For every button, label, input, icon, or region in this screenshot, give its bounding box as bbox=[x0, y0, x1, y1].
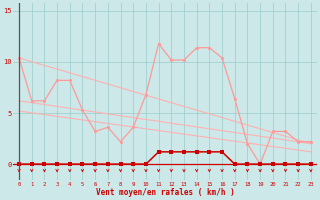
X-axis label: Vent moyen/en rafales ( km/h ): Vent moyen/en rafales ( km/h ) bbox=[96, 188, 234, 197]
